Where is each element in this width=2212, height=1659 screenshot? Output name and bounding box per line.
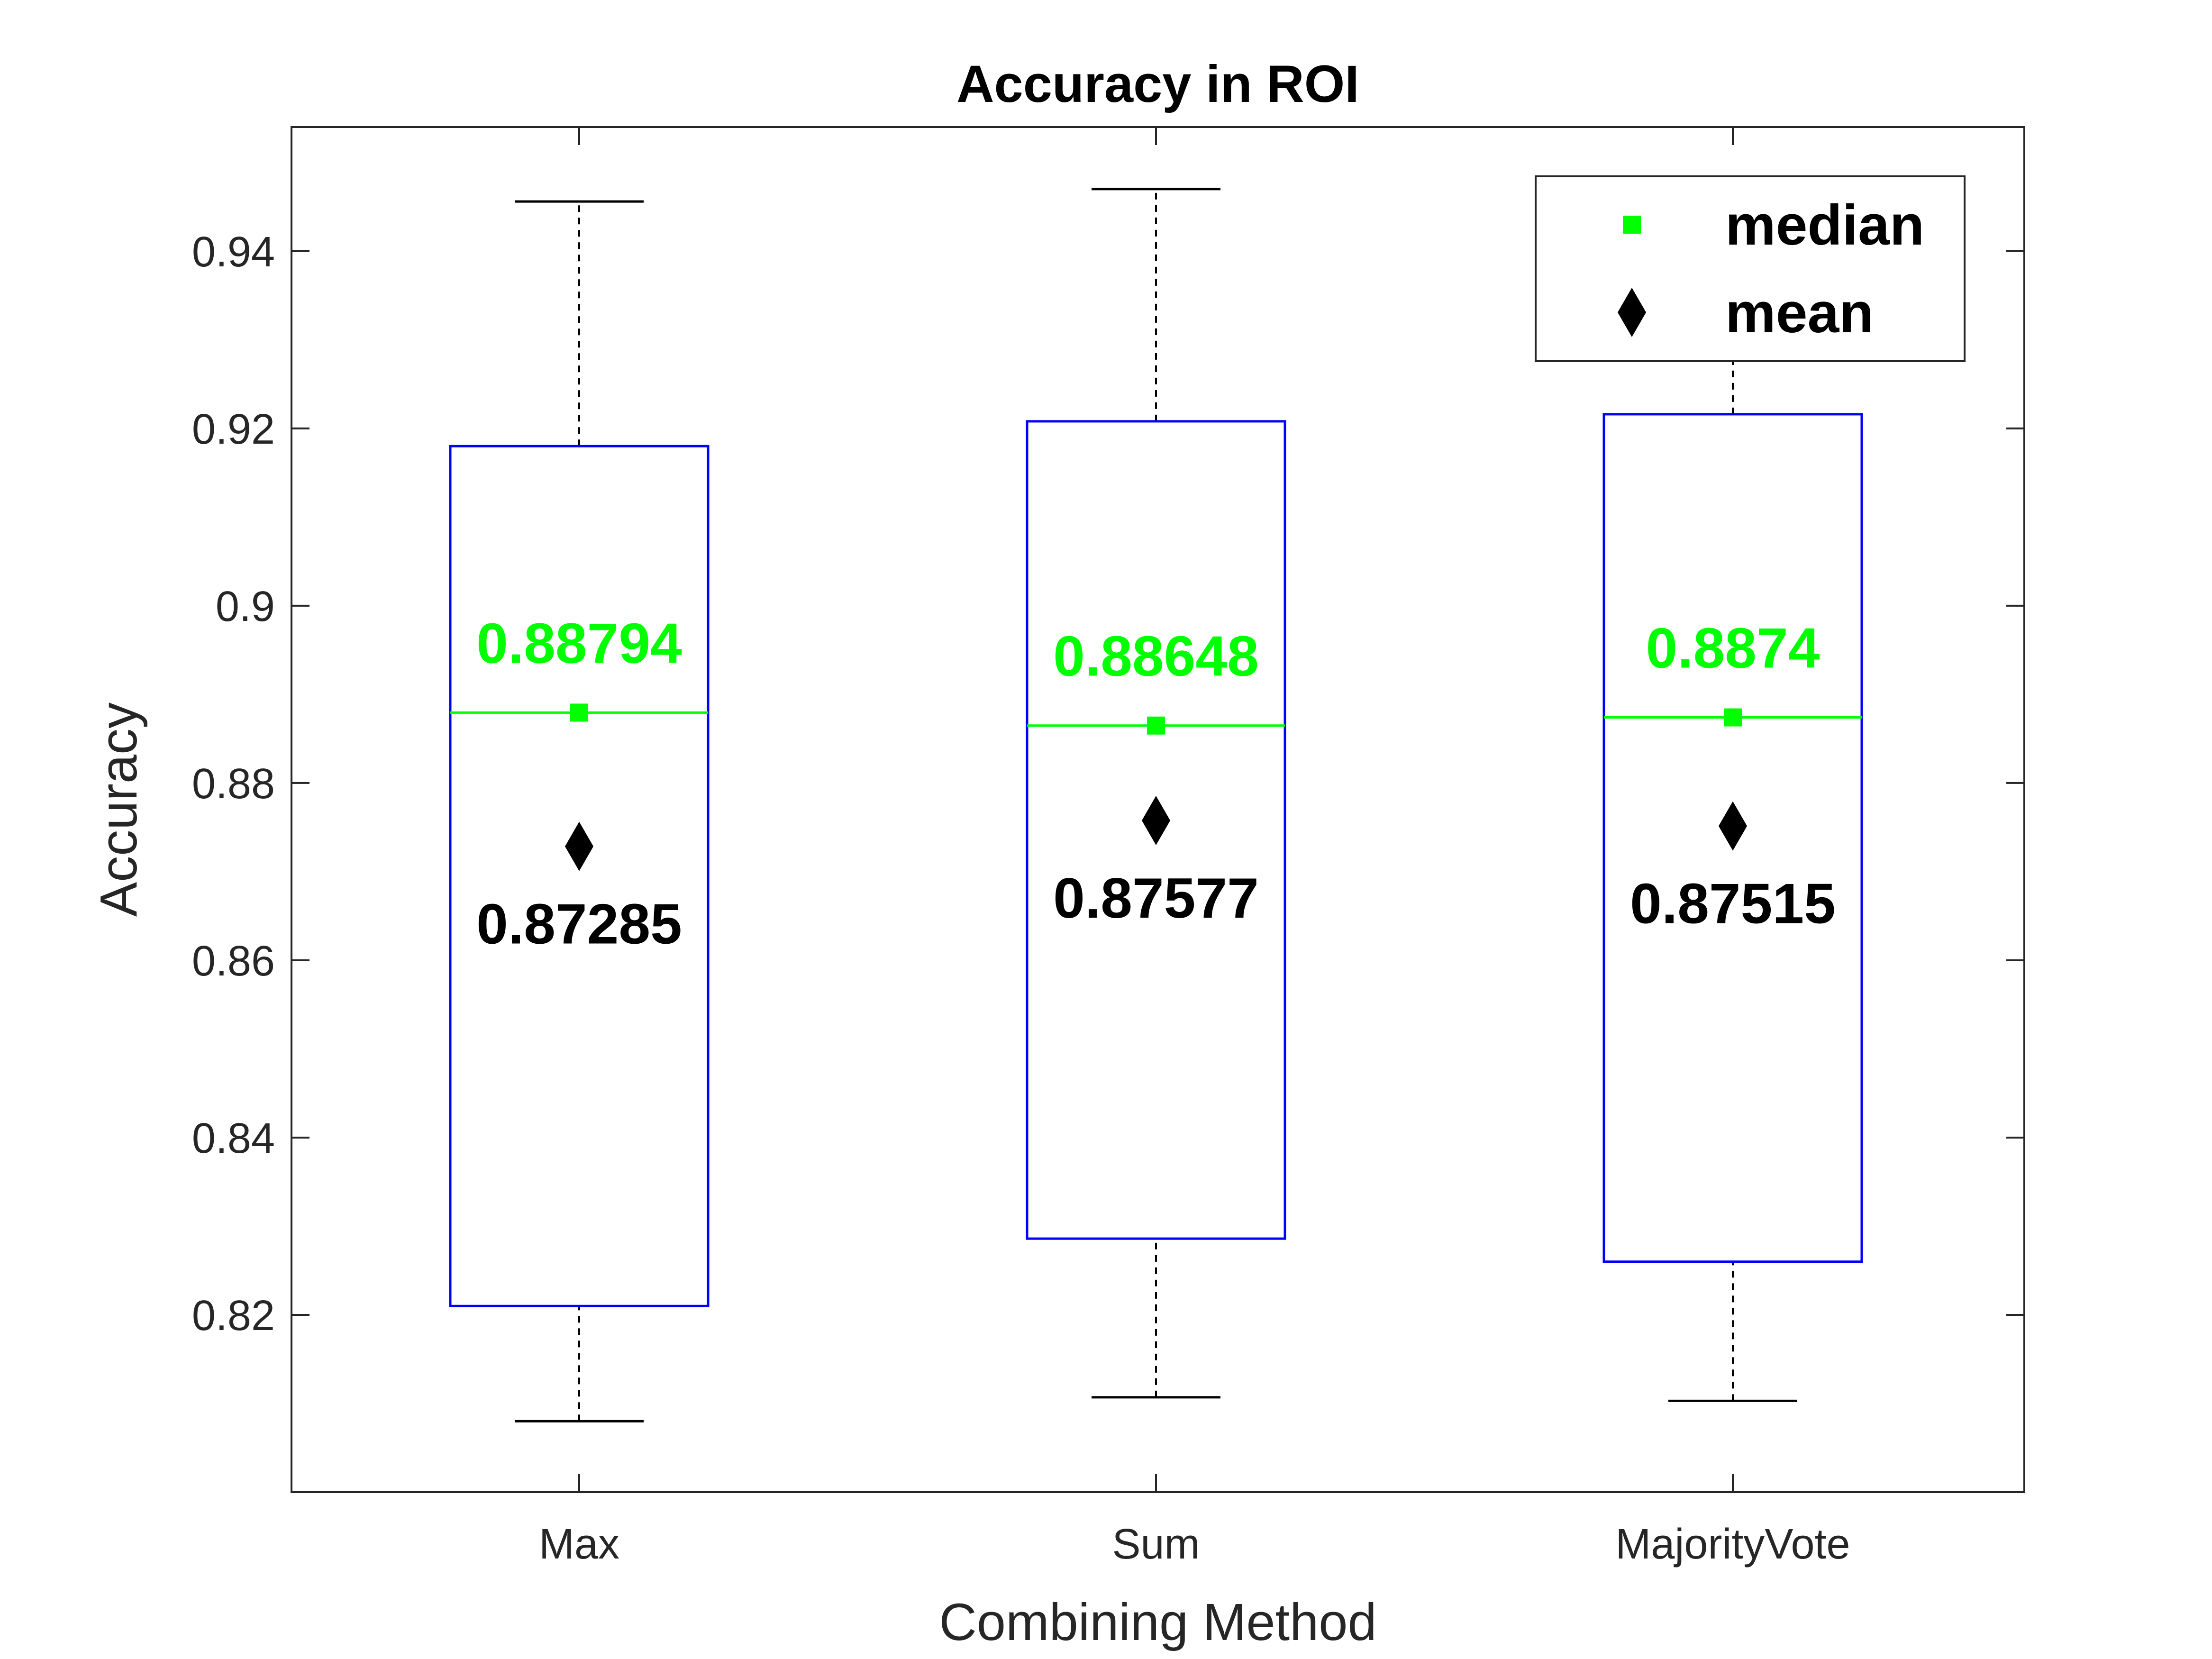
y-tick-label: 0.9: [216, 583, 275, 630]
y-tick-label: 0.84: [192, 1115, 275, 1162]
mean-marker: [1719, 801, 1747, 851]
mean-marker: [1142, 796, 1170, 846]
mean-value-label: 0.87285: [476, 893, 682, 956]
plot-area: 0.82 0.84 0.86 0.88 0.9 0.92 0.94 Max Sum Majorit…: [192, 127, 2024, 1568]
legend-box: [1535, 175, 1966, 362]
x-tick-label: Max: [539, 1521, 619, 1568]
y-tick-label: 0.92: [192, 406, 275, 453]
box: [449, 445, 710, 1307]
legend: median mean: [1535, 175, 1966, 362]
legend-mean-marker: [1618, 288, 1646, 337]
median-value-label: 0.88648: [1053, 625, 1259, 688]
mean-value-label: 0.87515: [1630, 872, 1836, 936]
chart-title: Accuracy in ROI: [956, 55, 1359, 113]
legend-entry-label: median: [1725, 193, 1924, 257]
box: [1602, 413, 1863, 1263]
y-axis-label: Accuracy: [90, 702, 148, 917]
median-value-label: 0.8874: [1646, 617, 1820, 680]
legend-entry-label: mean: [1725, 281, 1874, 345]
y-tick-label: 0.82: [192, 1292, 275, 1340]
median-marker: [570, 703, 588, 722]
mean-marker: [565, 821, 593, 871]
y-tick-label: 0.88: [192, 760, 275, 808]
axes-frame: [291, 126, 2025, 1493]
x-axis-label: Combining Method: [939, 1593, 1376, 1651]
x-tick-label: MajorityVote: [1615, 1521, 1850, 1568]
x-tick-label: Sum: [1112, 1521, 1200, 1568]
y-tick-label: 0.86: [192, 938, 275, 985]
box: [1026, 420, 1286, 1240]
legend-median-marker: [1623, 216, 1641, 234]
median-marker: [1724, 708, 1742, 727]
y-tick-label: 0.94: [192, 228, 275, 276]
median-value-label: 0.88794: [476, 611, 682, 675]
mean-value-label: 0.87577: [1053, 866, 1259, 930]
median-marker: [1147, 716, 1165, 735]
